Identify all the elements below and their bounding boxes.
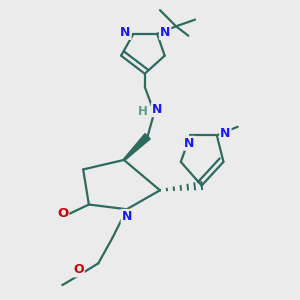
Text: N: N: [220, 127, 231, 140]
Text: N: N: [184, 137, 195, 150]
Text: N: N: [160, 26, 170, 39]
Text: N: N: [120, 26, 130, 39]
Text: O: O: [57, 208, 68, 220]
Polygon shape: [123, 134, 150, 160]
Text: O: O: [73, 263, 84, 276]
Text: H: H: [137, 105, 147, 118]
Text: N: N: [152, 103, 162, 116]
Text: N: N: [122, 210, 132, 223]
